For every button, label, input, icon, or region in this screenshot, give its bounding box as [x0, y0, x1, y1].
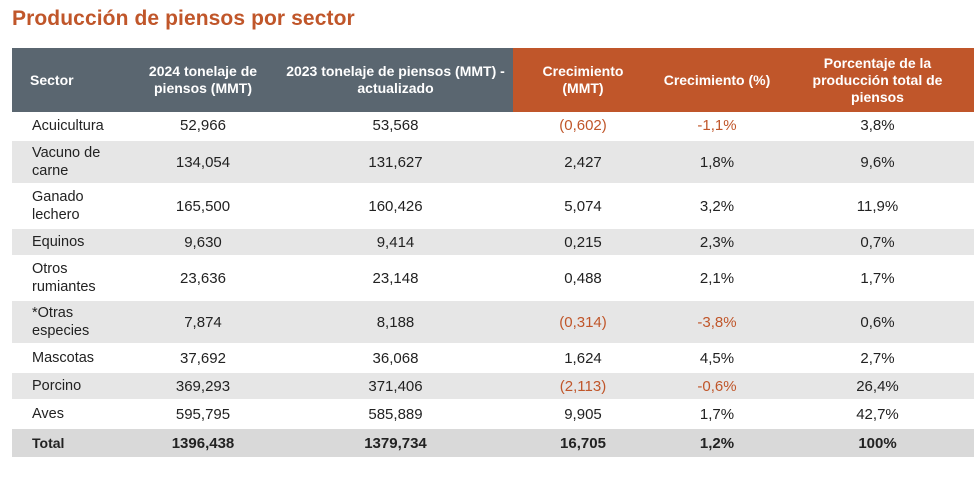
cell-share: 2,7%	[781, 344, 974, 373]
cell-2023: 9,414	[278, 228, 513, 257]
table-row: Acuicultura 52,966 53,568 (0,602) -1,1% …	[12, 112, 974, 141]
cell-2024: 1396,438	[128, 428, 278, 459]
cell-2024: 37,692	[128, 344, 278, 373]
cell-share: 0,6%	[781, 300, 974, 345]
table-row: Ganado lechero 165,500 160,426 5,074 3,2…	[12, 184, 974, 229]
cell-sector: Vacuno de carne	[12, 140, 128, 185]
cell-sector: Otros rumiantes	[12, 256, 128, 301]
cell-2024: 52,966	[128, 112, 278, 141]
cell-share: 1,7%	[781, 256, 974, 301]
cell-sector: Mascotas	[12, 344, 128, 373]
cell-growth-pct: 4,5%	[653, 344, 781, 373]
cell-growth-pct: 2,1%	[653, 256, 781, 301]
header-share: Porcentaje de la producción total de pie…	[781, 48, 974, 112]
cell-growth-mmt: (0,314)	[513, 300, 653, 345]
cell-growth-mmt: 0,488	[513, 256, 653, 301]
cell-share: 3,8%	[781, 112, 974, 141]
cell-sector: Equinos	[12, 228, 128, 257]
header-tonnage-2023: 2023 tonelaje de piensos (MMT) - actuali…	[278, 48, 513, 112]
cell-share: 26,4%	[781, 372, 974, 401]
cell-sector: Ganado lechero	[12, 184, 128, 229]
cell-sector: Aves	[12, 400, 128, 429]
cell-growth-mmt: 9,905	[513, 400, 653, 429]
cell-sector: Porcino	[12, 372, 128, 401]
cell-sector: Total	[12, 428, 128, 459]
cell-growth-pct: 1,8%	[653, 140, 781, 185]
cell-share: 11,9%	[781, 184, 974, 229]
feed-production-table: Sector 2024 tonelaje de piensos (MMT) 20…	[12, 48, 974, 459]
table-row: Otros rumiantes 23,636 23,148 0,488 2,1%…	[12, 256, 974, 301]
cell-2023: 160,426	[278, 184, 513, 229]
cell-2024: 23,636	[128, 256, 278, 301]
total-row: Total 1396,438 1379,734 16,705 1,2% 100%	[12, 428, 974, 459]
table-row: *Otras especies 7,874 8,188 (0,314) -3,8…	[12, 300, 974, 345]
cell-growth-mmt: 0,215	[513, 228, 653, 257]
cell-growth-pct: -3,8%	[653, 300, 781, 345]
cell-2023: 371,406	[278, 372, 513, 401]
cell-2023: 1379,734	[278, 428, 513, 459]
cell-growth-pct: 2,3%	[653, 228, 781, 257]
cell-growth-mmt: (0,602)	[513, 112, 653, 141]
cell-2023: 23,148	[278, 256, 513, 301]
cell-2023: 53,568	[278, 112, 513, 141]
table-row: Mascotas 37,692 36,068 1,624 4,5% 2,7%	[12, 344, 974, 373]
cell-2024: 595,795	[128, 400, 278, 429]
cell-share: 0,7%	[781, 228, 974, 257]
cell-2023: 585,889	[278, 400, 513, 429]
table-header-row: Sector 2024 tonelaje de piensos (MMT) 20…	[12, 48, 974, 112]
cell-2024: 134,054	[128, 140, 278, 185]
cell-2024: 9,630	[128, 228, 278, 257]
table-row: Aves 595,795 585,889 9,905 1,7% 42,7%	[12, 400, 974, 429]
cell-growth-mmt: (2,113)	[513, 372, 653, 401]
cell-growth-pct: 3,2%	[653, 184, 781, 229]
table-row: Vacuno de carne 134,054 131,627 2,427 1,…	[12, 140, 974, 185]
cell-2024: 165,500	[128, 184, 278, 229]
cell-sector: Acuicultura	[12, 112, 128, 141]
cell-share: 42,7%	[781, 400, 974, 429]
header-growth-mmt: Crecimiento (MMT)	[513, 48, 653, 112]
cell-growth-pct: -1,1%	[653, 112, 781, 141]
cell-2024: 369,293	[128, 372, 278, 401]
cell-growth-mmt: 2,427	[513, 140, 653, 185]
cell-2024: 7,874	[128, 300, 278, 345]
cell-2023: 36,068	[278, 344, 513, 373]
header-sector: Sector	[12, 48, 128, 112]
cell-2023: 8,188	[278, 300, 513, 345]
cell-growth-pct: 1,7%	[653, 400, 781, 429]
cell-share: 100%	[781, 428, 974, 459]
header-growth-pct: Crecimiento (%)	[653, 48, 781, 112]
cell-share: 9,6%	[781, 140, 974, 185]
table-row: Porcino 369,293 371,406 (2,113) -0,6% 26…	[12, 372, 974, 401]
cell-2023: 131,627	[278, 140, 513, 185]
cell-growth-mmt: 5,074	[513, 184, 653, 229]
header-tonnage-2024: 2024 tonelaje de piensos (MMT)	[128, 48, 278, 112]
cell-growth-pct: -0,6%	[653, 372, 781, 401]
cell-sector: *Otras especies	[12, 300, 128, 345]
cell-growth-pct: 1,2%	[653, 428, 781, 459]
cell-growth-mmt: 1,624	[513, 344, 653, 373]
page-title: Producción de piensos por sector	[12, 7, 355, 30]
cell-growth-mmt: 16,705	[513, 428, 653, 459]
table-row: Equinos 9,630 9,414 0,215 2,3% 0,7%	[12, 228, 974, 257]
